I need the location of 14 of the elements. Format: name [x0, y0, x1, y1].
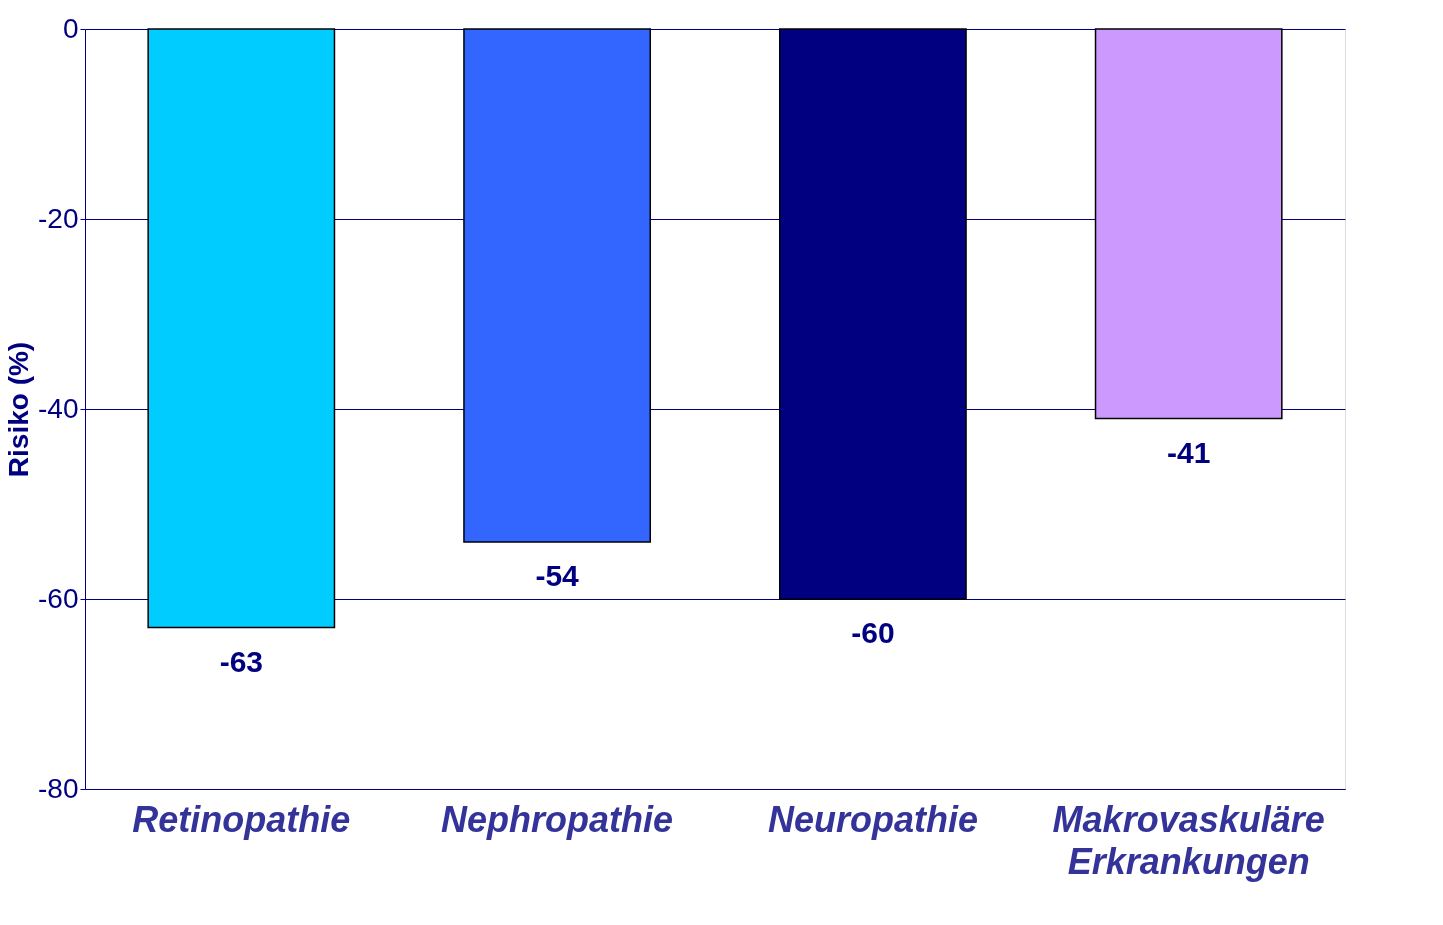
- x-tick-label: Neuropathie: [767, 798, 978, 840]
- y-axis-title: Risiko (%): [3, 341, 35, 478]
- data-label: -60: [851, 616, 895, 649]
- x-tick-label: Nephropathie: [441, 798, 674, 840]
- x-tick-label: Retinopathie: [132, 798, 351, 840]
- y-tick-label: -20: [38, 202, 79, 234]
- y-tick-label: -60: [38, 582, 79, 614]
- y-tick-label: 0: [62, 12, 79, 44]
- y-tick-label: -80: [38, 772, 79, 804]
- data-label: -41: [1167, 435, 1211, 469]
- data-label: -63: [219, 644, 263, 678]
- x-tick-label: Makrovaskuläre Erkrankungen: [1052, 798, 1325, 882]
- y-tick-label: -40: [38, 392, 79, 424]
- data-label: -54: [535, 559, 580, 592]
